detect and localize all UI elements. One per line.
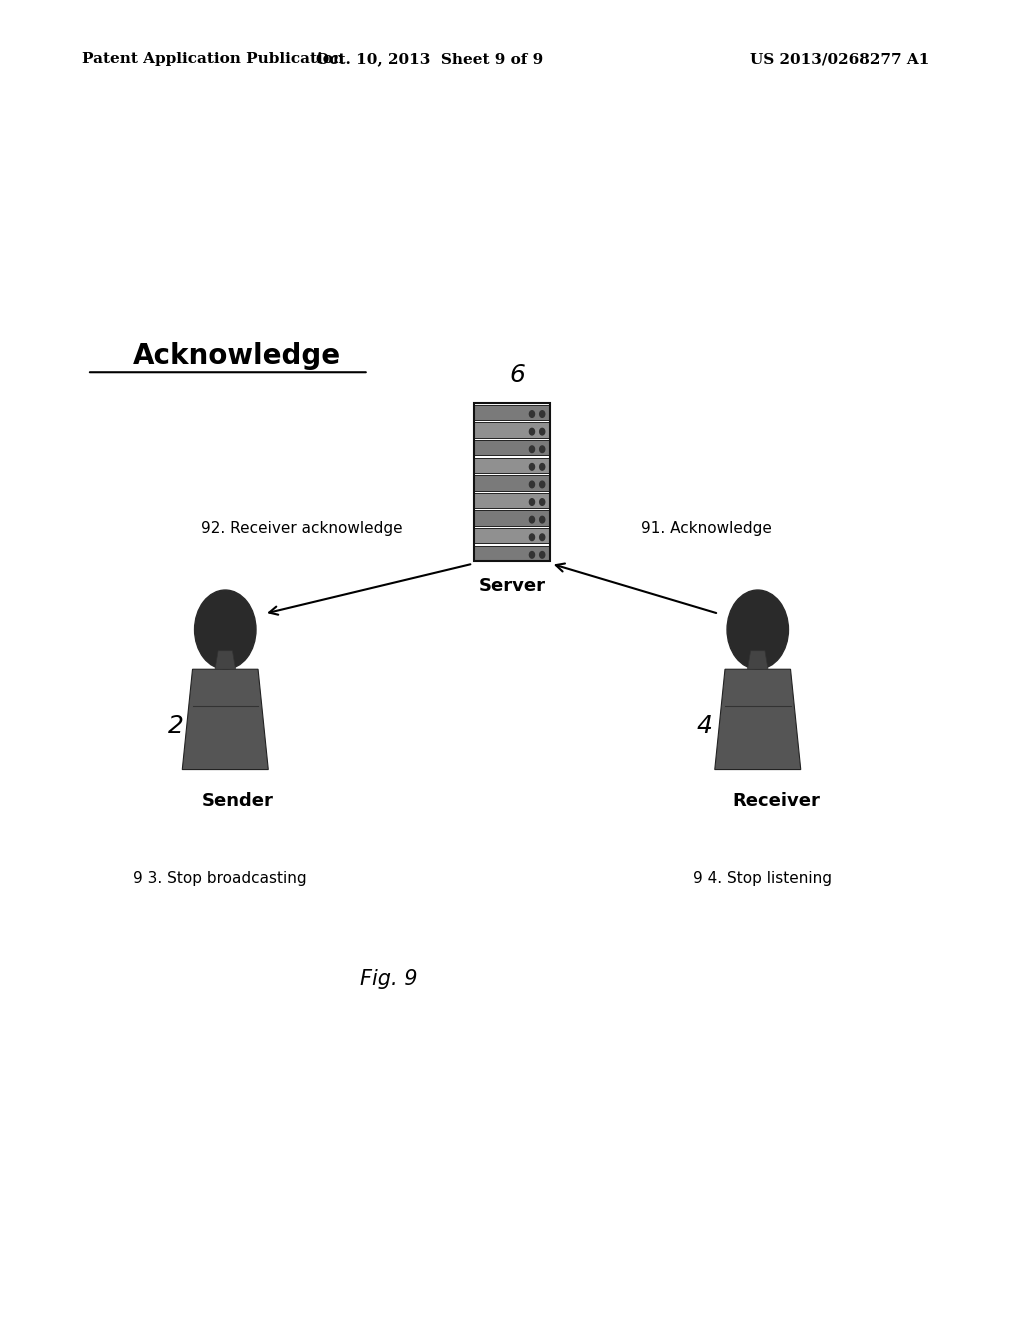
Text: 92. Receiver acknowledge: 92. Receiver acknowledge [202,520,402,536]
Circle shape [529,499,535,506]
Text: 91. Acknowledge: 91. Acknowledge [641,520,772,536]
FancyBboxPatch shape [473,458,551,473]
FancyBboxPatch shape [473,475,551,491]
Text: 9 3. Stop broadcasting: 9 3. Stop broadcasting [133,871,307,886]
Circle shape [529,516,535,523]
FancyBboxPatch shape [473,405,551,420]
Circle shape [540,499,545,506]
Text: 6: 6 [509,363,525,387]
Circle shape [529,411,535,417]
Polygon shape [182,669,268,770]
Circle shape [529,480,535,487]
FancyBboxPatch shape [473,511,551,525]
Text: Acknowledge: Acknowledge [133,342,341,371]
Polygon shape [748,651,768,669]
Text: 2: 2 [168,714,184,738]
Text: Sender: Sender [202,792,273,810]
FancyBboxPatch shape [473,528,551,544]
Circle shape [540,552,545,558]
Circle shape [540,516,545,523]
Circle shape [540,480,545,487]
Circle shape [540,446,545,453]
Circle shape [540,429,545,436]
Circle shape [529,463,535,470]
Circle shape [529,535,535,541]
Polygon shape [215,651,236,669]
FancyBboxPatch shape [473,440,551,455]
Text: Fig. 9: Fig. 9 [360,969,418,990]
Circle shape [529,429,535,436]
Circle shape [529,446,535,453]
Circle shape [727,590,788,669]
FancyBboxPatch shape [473,492,551,508]
FancyBboxPatch shape [473,545,551,561]
Circle shape [540,535,545,541]
Text: Oct. 10, 2013  Sheet 9 of 9: Oct. 10, 2013 Sheet 9 of 9 [316,53,544,66]
Text: 4: 4 [696,714,713,738]
Text: 9 4. Stop listening: 9 4. Stop listening [693,871,833,886]
Polygon shape [715,669,801,770]
Text: US 2013/0268277 A1: US 2013/0268277 A1 [750,53,930,66]
FancyBboxPatch shape [473,422,551,438]
Circle shape [195,590,256,669]
Text: Patent Application Publication: Patent Application Publication [82,53,344,66]
Text: Server: Server [478,577,546,595]
Circle shape [540,463,545,470]
Circle shape [529,552,535,558]
Text: Receiver: Receiver [732,792,820,810]
Circle shape [540,411,545,417]
